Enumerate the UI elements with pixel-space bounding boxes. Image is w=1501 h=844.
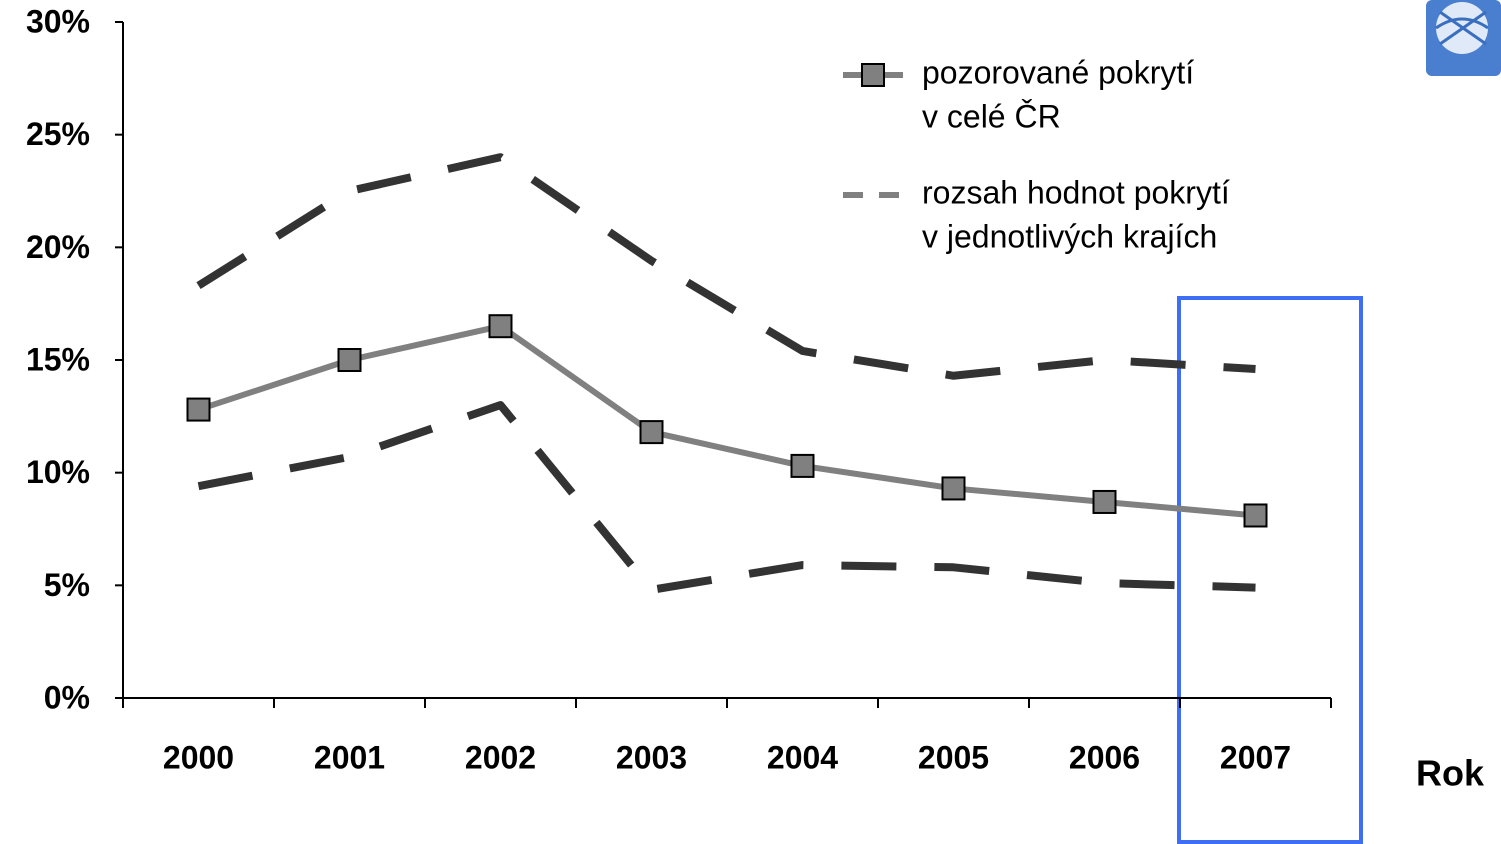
marker — [790, 453, 815, 478]
y-tick-label: 15% — [26, 341, 90, 377]
x-tick-label: 2006 — [1069, 739, 1140, 775]
legend-marker — [861, 63, 885, 87]
logo — [1426, 0, 1501, 76]
x-tick-label: 2002 — [465, 739, 536, 775]
legend-label: v jednotlivých krajích — [922, 218, 1217, 254]
highlight-box — [1177, 296, 1363, 844]
y-tick-label: 5% — [44, 567, 90, 603]
marker — [941, 476, 966, 501]
y-tick-label: 25% — [26, 116, 90, 152]
marker — [1243, 503, 1268, 528]
marker — [639, 420, 664, 445]
x-tick-label: 2000 — [163, 739, 234, 775]
x-tick-label: 2003 — [616, 739, 687, 775]
y-tick-label: 0% — [44, 679, 90, 715]
x-tick-label: 2007 — [1220, 739, 1291, 775]
y-tick-label: 10% — [26, 454, 90, 490]
y-tick-label: 20% — [26, 229, 90, 265]
series-line — [196, 153, 1256, 380]
series-line — [197, 401, 1256, 594]
series-line — [197, 323, 1256, 519]
y-tick-label: 30% — [26, 3, 90, 39]
marker — [186, 397, 211, 422]
x-tick-label: 2005 — [918, 739, 989, 775]
marker — [1092, 489, 1117, 514]
x-tick-label: 2001 — [314, 739, 385, 775]
legend-label: v celé ČR — [922, 98, 1061, 134]
marker — [337, 348, 362, 372]
marker — [488, 314, 513, 339]
x-axis-label: Rok — [1416, 753, 1485, 794]
legend-label: pozorované pokrytí — [922, 54, 1194, 90]
legend-label: rozsah hodnot pokrytí — [922, 174, 1230, 210]
x-tick-label: 2004 — [767, 739, 838, 775]
